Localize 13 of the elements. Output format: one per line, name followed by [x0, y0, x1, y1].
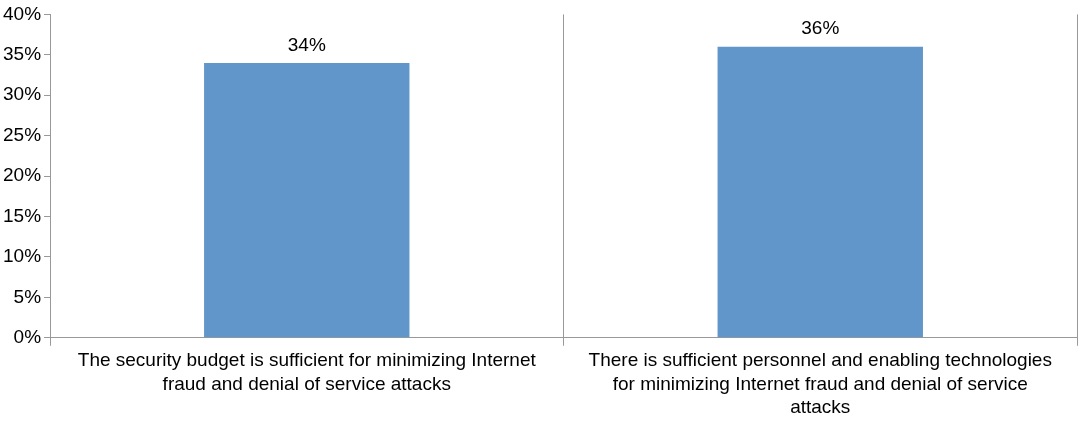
y-tick-label: 25%: [3, 123, 42, 145]
x-tick-label: The security budget is sufficient for minimizing Internet fraud and denial of service attacks: [77, 348, 537, 394]
y-tick-label: 40%: [3, 2, 42, 24]
y-tick-label: 5%: [13, 285, 42, 307]
data-label: 36%: [801, 17, 840, 39]
data-label: 34%: [287, 33, 326, 55]
y-tick-label: 35%: [3, 43, 42, 65]
y-tick-label: 15%: [3, 204, 42, 226]
x-tick-label: There is sufficient personnel and enabling technologies for minimizing Internet fraud and denial of service attacks: [588, 348, 1052, 418]
y-tick-label: 10%: [3, 245, 42, 267]
y-tick-label: 0%: [13, 325, 42, 347]
y-tick-label: 30%: [3, 83, 42, 105]
y-tick-label: 20%: [3, 164, 42, 186]
